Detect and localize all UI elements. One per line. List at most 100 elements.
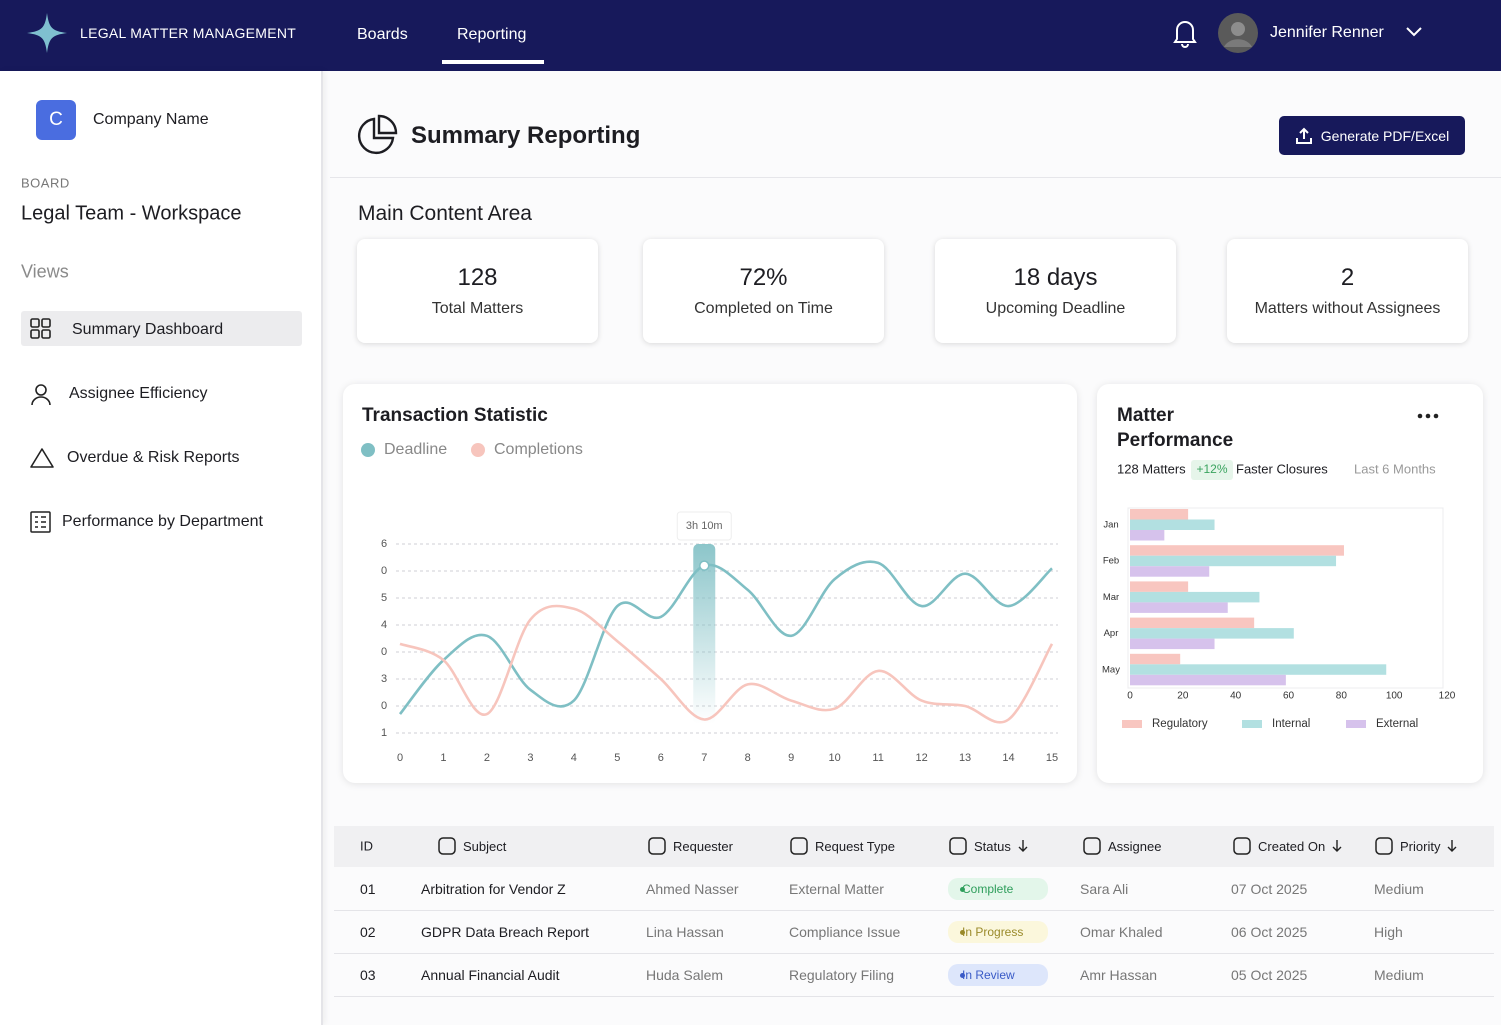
view-item[interactable]: Performance by Department	[62, 513, 263, 530]
bell-icon[interactable]	[1168, 15, 1202, 49]
x-tick-label: 3	[527, 752, 533, 764]
highlight-band	[693, 544, 716, 724]
x-tick-label: 2	[484, 752, 490, 764]
y-tick-label: 1	[381, 727, 387, 739]
tooltip-box	[676, 511, 732, 541]
column-header[interactable]: Requester	[647, 836, 733, 856]
table-cell: External Matter	[789, 881, 884, 897]
column-header[interactable]: ID	[360, 839, 373, 854]
y-tick-label: 0	[381, 700, 387, 712]
x-tick-label: 0	[1127, 691, 1133, 702]
column-label: Status	[974, 838, 1011, 854]
stat-card: 2 Matters without Assignees	[1227, 239, 1468, 343]
table-cell: 01	[360, 881, 376, 897]
column-label: Assignee	[1108, 838, 1162, 854]
y-tick-label: 6	[381, 538, 387, 550]
upload-icon	[1295, 127, 1312, 144]
stat-label: Completed on Time	[694, 300, 833, 317]
x-tick-label: 9	[788, 752, 794, 764]
table-cell: Medium	[1374, 881, 1424, 897]
bar-chart-title: Matter Performance	[1117, 405, 1234, 451]
menu-dot[interactable]	[1433, 413, 1439, 419]
column-header[interactable]: Subject	[437, 836, 506, 856]
bar	[1130, 674, 1286, 686]
legend-label: Regulatory	[1152, 718, 1208, 730]
department-icon	[30, 511, 51, 533]
sort-arrow[interactable]	[1446, 839, 1458, 853]
user-name[interactable]: Jennifer Renner	[1270, 24, 1384, 41]
bar	[1130, 581, 1189, 592]
x-tick-label: 15	[1046, 752, 1058, 764]
active-view-bg	[21, 311, 302, 346]
column-header[interactable]: Created On	[1232, 836, 1343, 856]
legend-swatch	[1346, 720, 1366, 728]
view-item[interactable]: Summary Dashboard	[72, 321, 224, 338]
table-cell: 06 Oct 2025	[1231, 924, 1308, 940]
column-label: Request Type	[815, 838, 895, 854]
summary-change-label: Faster Closures	[1236, 461, 1328, 476]
column-header[interactable]: Priority	[1374, 836, 1458, 856]
row-divider	[334, 953, 1494, 954]
stat-label: Total Matters	[431, 300, 524, 317]
table-cell: Annual Financial Audit	[421, 967, 560, 983]
nav-reporting[interactable]: Reporting	[457, 26, 527, 43]
category-label: Mar	[1103, 592, 1119, 603]
change-pill	[1191, 460, 1233, 480]
view-item[interactable]: Assignee Efficiency	[69, 385, 208, 402]
table-cell: 03	[360, 967, 376, 983]
table-cell: Ahmed Nasser	[646, 881, 739, 897]
company-name: Company Name	[93, 111, 209, 128]
menu-dot[interactable]	[1425, 413, 1431, 419]
y-tick-label: 4	[381, 619, 387, 631]
column-label: Created On	[1258, 838, 1326, 854]
legend-label: Completions	[494, 441, 583, 458]
legend-swatch	[471, 443, 485, 457]
column-header[interactable]: Request Type	[789, 836, 895, 856]
avatar[interactable]	[1218, 13, 1258, 53]
table-cell: Lina Hassan	[646, 924, 724, 940]
bar	[1130, 555, 1337, 567]
menu-dot[interactable]	[1417, 413, 1423, 419]
sort-arrow[interactable]	[1017, 839, 1029, 853]
table-header	[334, 826, 1494, 867]
view-item[interactable]: Overdue & Risk Reports	[67, 449, 240, 466]
stat-value: 18 days	[1013, 264, 1098, 291]
column-header[interactable]: Assignee	[1082, 836, 1161, 856]
stat-value: 128	[457, 264, 498, 291]
column-icon	[1083, 837, 1101, 855]
plot-frame	[1127, 507, 1444, 689]
summary-period: Last 6 Months	[1354, 461, 1436, 476]
column-label: ID	[360, 838, 373, 854]
table-cell: High	[1374, 924, 1403, 940]
logo	[27, 13, 67, 53]
user-chevron[interactable]	[1405, 25, 1423, 39]
status-pill: Complete	[948, 878, 1048, 900]
dashboard-icon	[30, 318, 51, 339]
export-button[interactable]: Generate PDF/Excel	[1279, 116, 1465, 155]
table-cell: Sara Ali	[1080, 881, 1129, 897]
legend-label: External	[1376, 718, 1418, 730]
table-cell: Compliance Issue	[789, 924, 901, 940]
category-label: Jan	[1103, 520, 1118, 531]
board-name: Legal Team - Workspace	[21, 202, 242, 225]
bar	[1130, 530, 1165, 541]
bar	[1130, 566, 1210, 577]
line-series	[398, 560, 1053, 715]
export-label: Generate PDF/Excel	[1320, 127, 1450, 144]
column-label: Requester	[673, 838, 733, 854]
column-icon	[438, 837, 456, 855]
bar	[1130, 591, 1260, 603]
table-cell: Arbitration for Vendor Z	[421, 881, 566, 897]
x-tick-label: 20	[1177, 691, 1189, 702]
sort-arrow[interactable]	[1331, 839, 1343, 853]
x-tick-label: 6	[658, 752, 664, 764]
line-series	[399, 604, 1054, 724]
bar	[1130, 617, 1255, 629]
x-tick-label: 5	[614, 752, 620, 764]
column-header[interactable]: Status	[948, 836, 1029, 856]
legend-label: Deadline	[384, 441, 447, 458]
table-cell: Amr Hassan	[1080, 967, 1158, 983]
stat-card: 128 Total Matters	[357, 239, 598, 343]
nav-boards[interactable]: Boards	[357, 26, 408, 43]
